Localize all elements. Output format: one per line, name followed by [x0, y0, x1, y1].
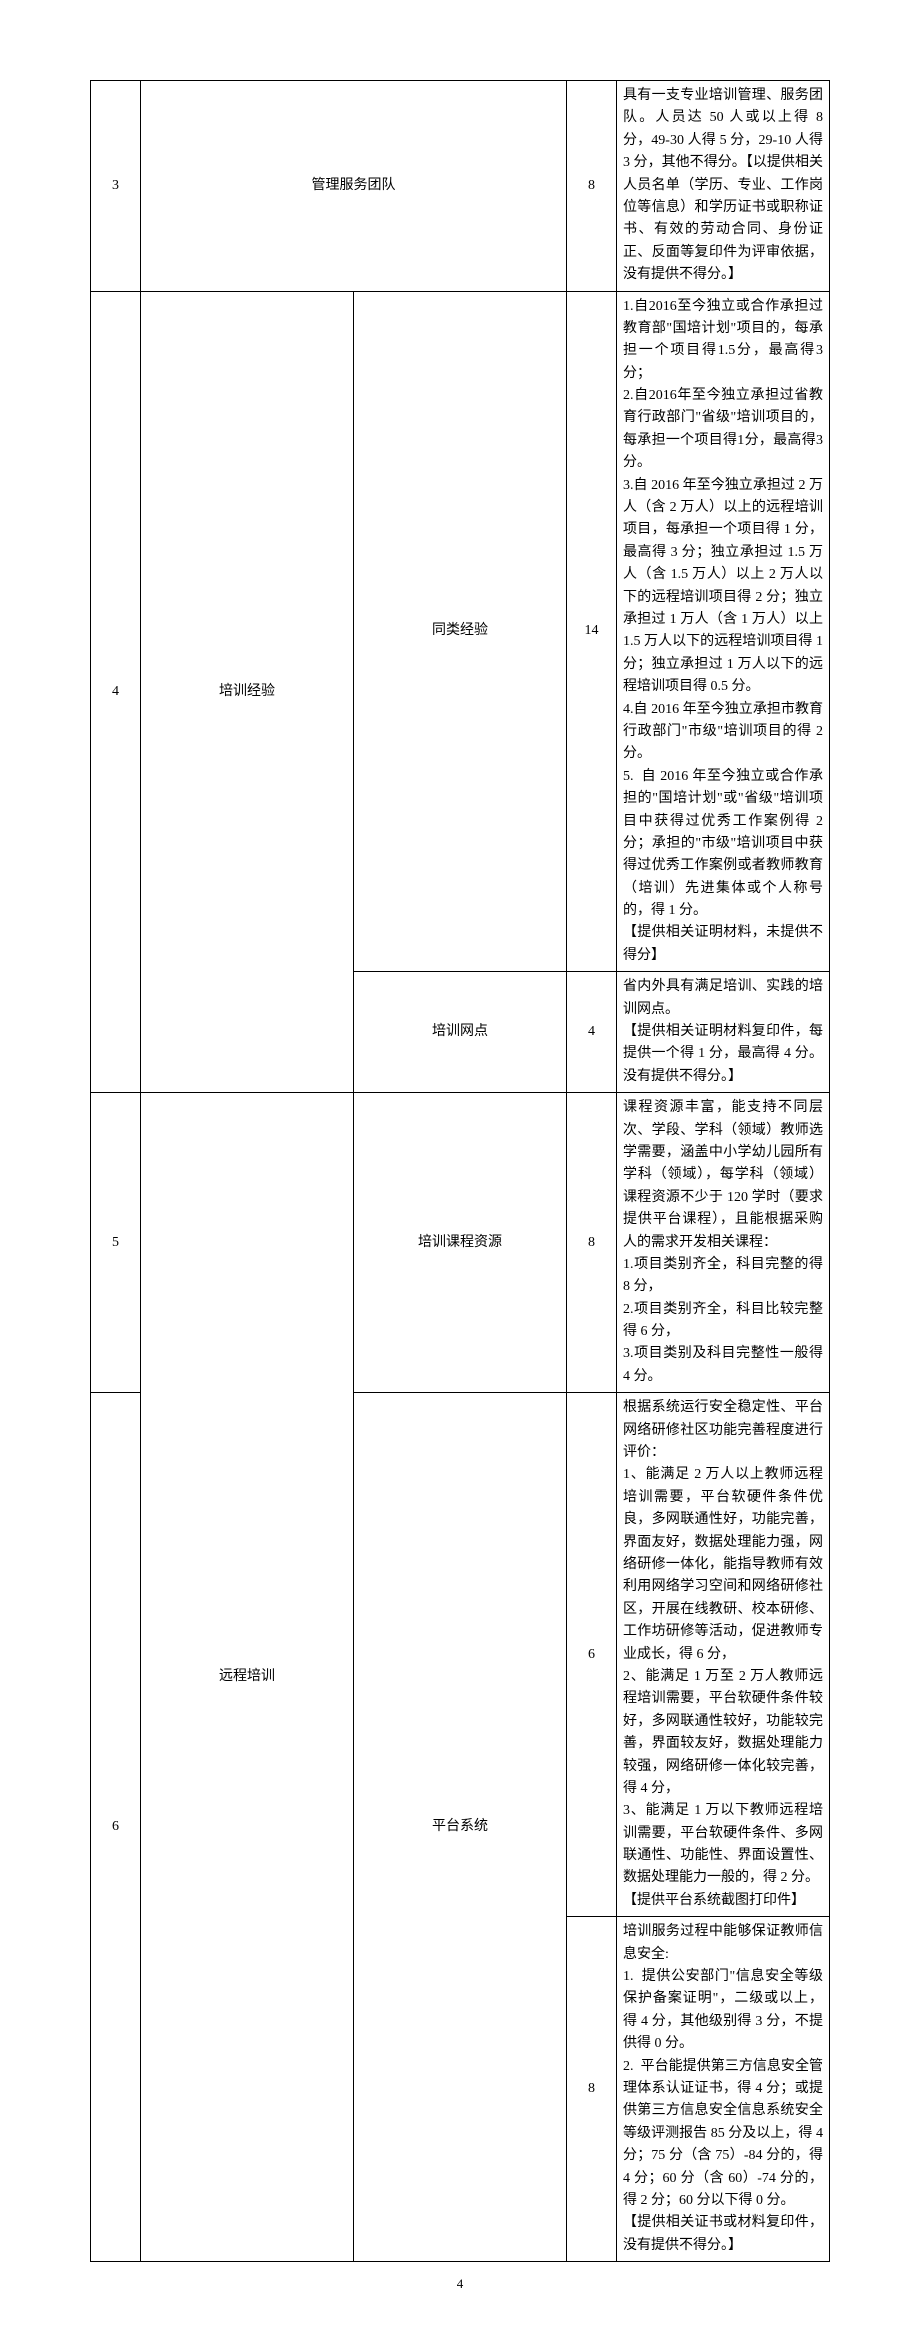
score-cell: 8: [567, 81, 617, 292]
description-cell: 根据系统运行安全稳定性、平台网络研修社区功能完善程度进行评价： 1、能满足 2 …: [617, 1393, 830, 1917]
score-cell: 8: [567, 1917, 617, 2262]
description-cell: 课程资源丰富，能支持不同层次、学段、学科（领域）教师选学需要，涵盖中小学幼儿园所…: [617, 1093, 830, 1393]
description-cell: 具有一支专业培训管理、服务团队。人员达 50 人或以上得 8 分，49-30 人…: [617, 81, 830, 292]
category-merged: 管理服务团队: [141, 81, 567, 292]
description-cell: 培训服务过程中能够保证教师信息安全: 1. 提供公安部门"信息安全等级保护备案证…: [617, 1917, 830, 2262]
category-1: 远程培训: [141, 1093, 354, 2262]
score-cell: 8: [567, 1093, 617, 1393]
table-row: 4 培训经验 同类经验 14 1.自2016至今独立或合作承担过教育部"国培计划…: [91, 291, 830, 972]
category-2: 培训网点: [354, 972, 567, 1093]
row-number: 5: [91, 1093, 141, 1393]
score-cell: 6: [567, 1393, 617, 1917]
category-2: 培训课程资源: [354, 1093, 567, 1393]
row-number: 3: [91, 81, 141, 292]
description-cell: 省内外具有满足培训、实践的培训网点。 【提供相关证明材料复印件，每提供一个得 1…: [617, 972, 830, 1093]
category-1: 培训经验: [141, 291, 354, 1093]
row-number: 4: [91, 291, 141, 1093]
table-row: 3 管理服务团队 8 具有一支专业培训管理、服务团队。人员达 50 人或以上得 …: [91, 81, 830, 292]
category-2: 同类经验: [354, 291, 567, 972]
category-2: 平台系统: [354, 1393, 567, 2262]
score-cell: 4: [567, 972, 617, 1093]
description-cell: 1.自2016至今独立或合作承担过教育部"国培计划"项目的，每承担一个项目得1.…: [617, 291, 830, 972]
row-number: 6: [91, 1393, 141, 2262]
page-number: 4: [90, 2274, 830, 2295]
score-cell: 14: [567, 291, 617, 972]
scoring-table: 3 管理服务团队 8 具有一支专业培训管理、服务团队。人员达 50 人或以上得 …: [90, 80, 830, 2262]
table-row: 5 远程培训 培训课程资源 8 课程资源丰富，能支持不同层次、学段、学科（领域）…: [91, 1093, 830, 1393]
